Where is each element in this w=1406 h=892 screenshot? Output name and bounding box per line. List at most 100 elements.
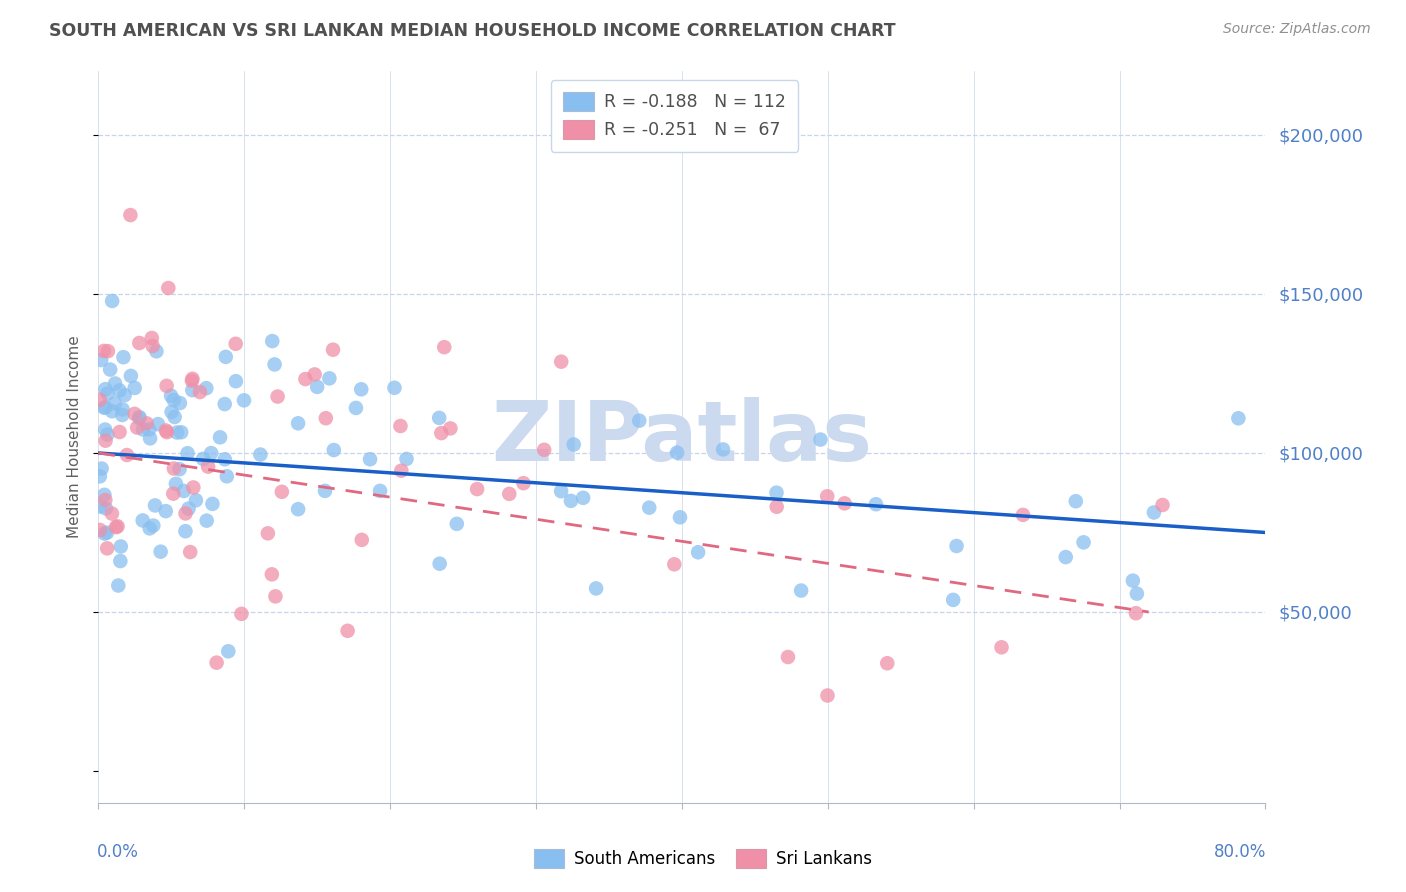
Point: [146, 417, 169, 431]
Point: [550, 484, 572, 499]
Point: [138, 521, 160, 535]
Point: [208, 430, 231, 444]
Point: [156, 379, 179, 393]
Point: [181, 372, 204, 386]
Point: [90, 353, 112, 368]
Point: [90, 461, 112, 475]
Point: [191, 451, 214, 466]
Point: [834, 496, 856, 510]
Point: [115, 448, 138, 462]
Point: [120, 368, 142, 383]
Point: [149, 544, 172, 558]
Point: [446, 516, 468, 531]
Point: [669, 510, 692, 524]
Point: [169, 396, 191, 410]
Point: [688, 545, 710, 559]
Point: [120, 208, 142, 222]
Point: [942, 593, 965, 607]
Point: [1126, 587, 1149, 601]
Point: [93, 401, 115, 415]
Point: [264, 590, 287, 604]
Point: [188, 384, 211, 399]
Point: [97, 344, 120, 359]
Point: [1122, 574, 1144, 588]
Point: [287, 502, 309, 516]
Point: [865, 497, 887, 511]
Point: [174, 507, 197, 521]
Point: [163, 461, 186, 475]
Point: [183, 481, 205, 495]
Point: [184, 493, 207, 508]
Point: [294, 372, 316, 386]
Point: [666, 445, 689, 459]
Point: [127, 420, 149, 434]
Point: [790, 583, 813, 598]
Point: [128, 336, 150, 351]
Point: [572, 491, 595, 505]
Point: [181, 383, 204, 397]
Point: [179, 545, 201, 559]
Legend: R = -0.188   N = 112, R = -0.251   N =  67: R = -0.188 N = 112, R = -0.251 N = 67: [551, 80, 799, 152]
Point: [89, 500, 111, 514]
Point: [287, 417, 309, 431]
Point: [225, 336, 247, 351]
Point: [465, 482, 488, 496]
Y-axis label: Median Household Income: Median Household Income: [67, 335, 83, 539]
Text: 0.0%: 0.0%: [97, 843, 139, 861]
Point: [427, 410, 450, 425]
Point: [439, 421, 461, 435]
Point: [94, 401, 117, 415]
Point: [155, 504, 177, 518]
Point: [195, 381, 218, 395]
Point: [114, 388, 136, 402]
Point: [322, 343, 344, 357]
Point: [664, 558, 686, 572]
Point: [104, 396, 127, 410]
Point: [162, 486, 184, 500]
Point: [304, 368, 326, 382]
Point: [765, 500, 787, 514]
Point: [550, 354, 572, 368]
Point: [145, 344, 167, 359]
Point: [200, 446, 222, 460]
Point: [1125, 606, 1147, 620]
Point: [142, 339, 165, 353]
Point: [96, 427, 118, 442]
Point: [93, 488, 115, 502]
Point: [108, 384, 131, 398]
Point: [815, 489, 838, 503]
Point: [350, 533, 373, 547]
Point: [101, 404, 124, 418]
Point: [429, 557, 451, 571]
Point: [93, 526, 115, 541]
Point: [157, 281, 180, 295]
Point: [233, 393, 256, 408]
Point: [1054, 550, 1077, 565]
Point: [322, 443, 344, 458]
Point: [170, 425, 193, 440]
Point: [135, 417, 157, 431]
Point: [1227, 411, 1250, 425]
Point: [262, 334, 284, 348]
Point: [101, 293, 124, 308]
Point: [111, 408, 134, 422]
Point: [132, 422, 155, 436]
Point: [89, 392, 111, 407]
Point: [1152, 498, 1174, 512]
Point: [94, 501, 117, 516]
Point: [197, 459, 219, 474]
Point: [1143, 506, 1166, 520]
Point: [174, 524, 197, 539]
Point: [163, 409, 186, 424]
Point: [110, 540, 132, 554]
Point: [89, 523, 111, 537]
Point: [112, 350, 135, 364]
Point: [430, 426, 453, 441]
Point: [156, 425, 179, 440]
Point: [585, 582, 607, 596]
Point: [163, 393, 186, 408]
Point: [107, 519, 129, 533]
Point: [256, 526, 278, 541]
Point: [128, 410, 150, 425]
Point: [1073, 535, 1095, 549]
